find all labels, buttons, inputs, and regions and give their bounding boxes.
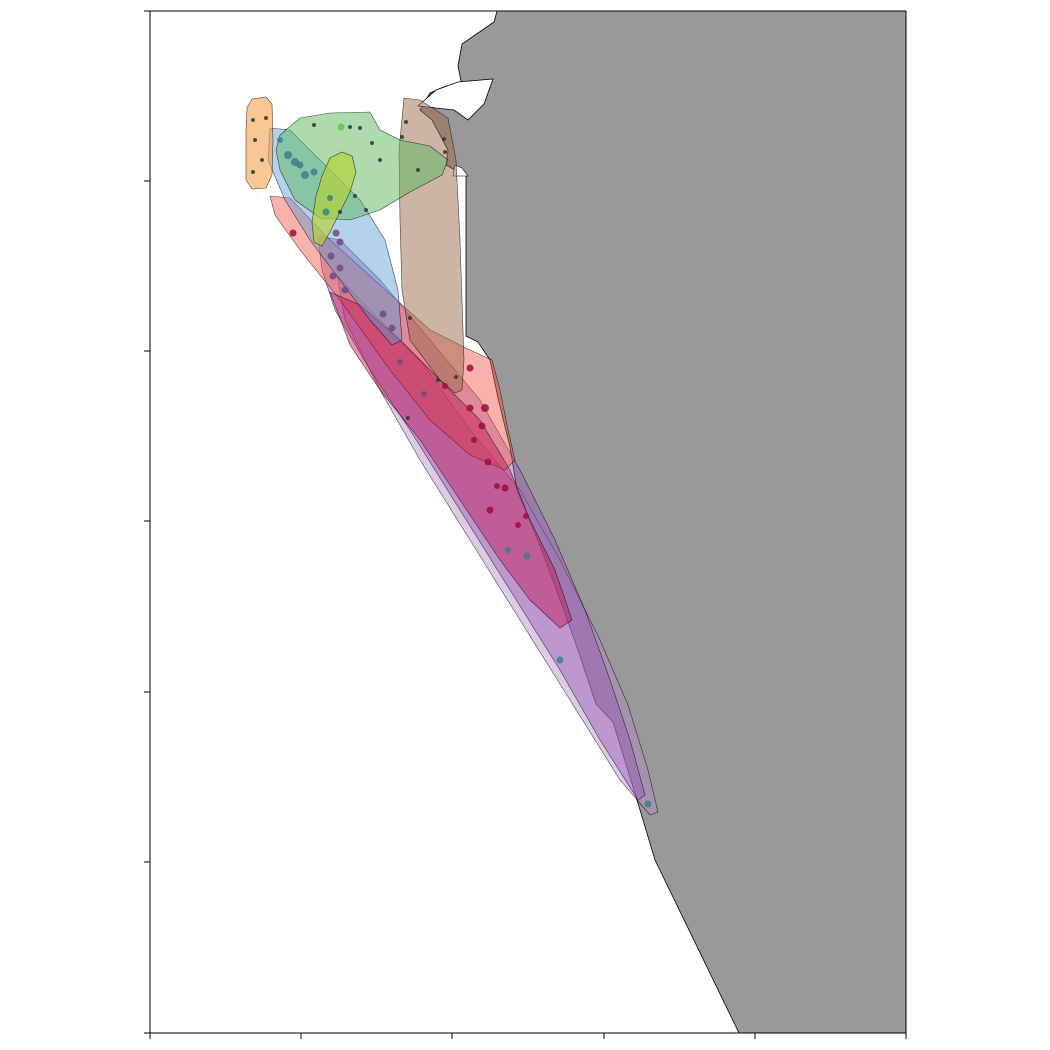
range-polygon-lilac	[336, 274, 659, 816]
location-point	[358, 126, 362, 130]
location-point	[312, 123, 316, 127]
location-point	[400, 135, 404, 139]
location-point	[364, 208, 368, 212]
inlet	[417, 78, 494, 121]
location-point	[260, 158, 264, 162]
location-point	[406, 416, 410, 420]
location-point	[501, 484, 509, 492]
range-polygon-orange	[245, 96, 274, 190]
location-point	[436, 378, 440, 382]
location-point	[322, 208, 330, 216]
location-point	[404, 120, 408, 124]
location-point	[505, 547, 511, 553]
location-point	[397, 359, 403, 365]
location-point	[251, 170, 255, 174]
location-point	[310, 168, 318, 176]
location-point	[494, 483, 500, 489]
location-point	[253, 138, 257, 142]
location-point	[556, 656, 564, 664]
location-point	[296, 161, 304, 169]
location-point	[471, 437, 477, 443]
location-point	[515, 522, 521, 528]
location-point	[466, 364, 474, 372]
axis-ticks	[144, 10, 907, 1039]
location-point	[353, 194, 357, 198]
location-point	[327, 252, 335, 260]
location-point	[416, 168, 420, 172]
range-polygon-magenta	[329, 291, 573, 629]
range-polygon-red	[269, 195, 516, 471]
location-point	[301, 171, 309, 179]
location-point	[486, 506, 494, 514]
location-point	[341, 286, 349, 294]
location-point	[348, 125, 352, 129]
location-point	[264, 116, 268, 120]
location-point	[442, 137, 446, 141]
location-point	[336, 238, 344, 246]
location-point	[289, 229, 297, 237]
location-point	[251, 118, 255, 122]
location-point	[332, 229, 340, 237]
location-point	[523, 513, 529, 519]
location-point	[379, 310, 387, 318]
location-point	[421, 391, 427, 397]
location-point	[388, 324, 396, 332]
location-point	[370, 141, 374, 145]
location-points	[251, 116, 652, 808]
location-point	[454, 375, 458, 379]
location-point	[337, 123, 345, 131]
location-point	[644, 800, 652, 808]
location-point	[484, 458, 492, 466]
range-polygon-lime	[311, 151, 357, 247]
location-point	[378, 158, 382, 162]
location-point	[284, 151, 292, 159]
location-point	[329, 272, 337, 280]
location-point	[442, 383, 448, 389]
location-point	[277, 137, 283, 143]
location-point	[408, 316, 412, 320]
location-point	[443, 150, 447, 154]
location-point	[338, 210, 342, 214]
location-point	[523, 552, 531, 560]
location-point	[327, 195, 333, 201]
location-point	[478, 422, 486, 430]
location-point	[466, 404, 474, 412]
location-point	[336, 264, 344, 272]
location-point	[481, 404, 489, 412]
